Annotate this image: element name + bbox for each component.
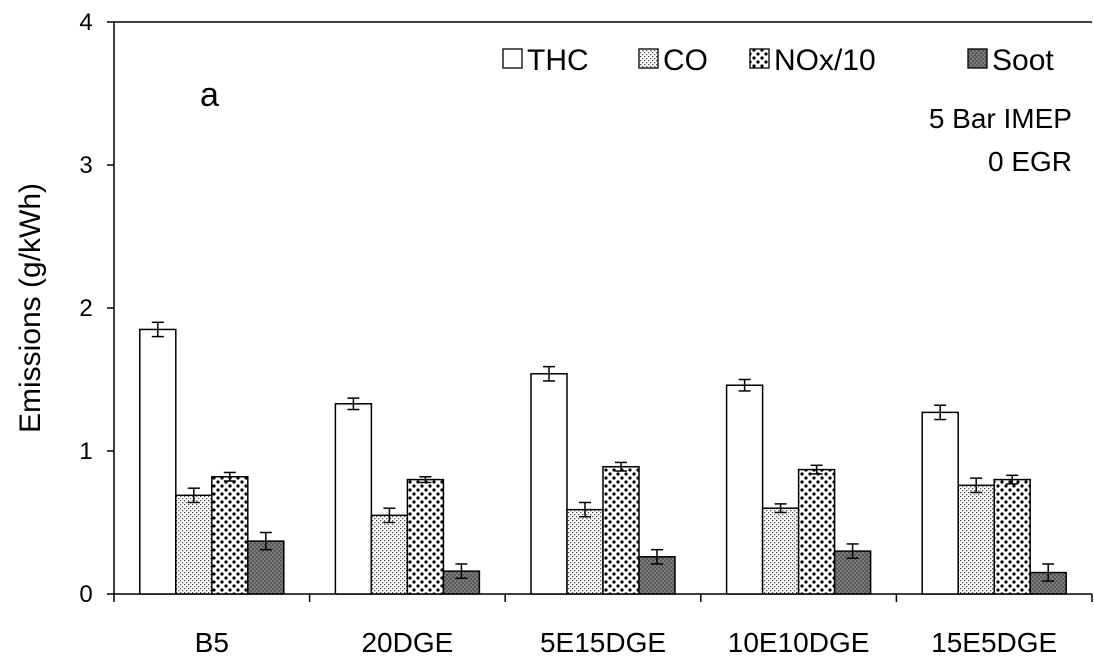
bar — [566, 508, 604, 595]
bar — [247, 540, 285, 595]
bar — [175, 494, 213, 595]
legend-label: THC — [527, 44, 589, 77]
y-axis: 0 1 2 3 4 — [79, 9, 115, 608]
bar — [993, 478, 1031, 595]
bar — [530, 373, 568, 595]
legend-swatch — [967, 48, 988, 69]
annotation-egr: 0 EGR — [988, 146, 1072, 177]
x-category-label: 20DGE — [361, 627, 453, 658]
x-axis: B5 20DGE 5E15DGE 10E10DGE 15E5DGE — [113, 593, 1093, 658]
legend-swatch — [638, 48, 659, 69]
bar — [761, 507, 800, 595]
x-category-label: B5 — [195, 627, 229, 658]
x-category-label: 15E5DGE — [931, 627, 1057, 658]
legend-label: Soot — [992, 44, 1054, 77]
legend-swatch — [502, 48, 523, 69]
legend: THC CO NOx/10 Soot — [502, 44, 1054, 77]
bar — [957, 484, 995, 595]
bar — [334, 403, 373, 595]
bar — [638, 556, 676, 595]
y-tick-label: 4 — [79, 9, 92, 36]
legend-label: CO — [663, 44, 708, 77]
bars — [139, 328, 1067, 595]
y-tick-label: 3 — [79, 152, 92, 179]
legend-swatch — [749, 48, 770, 69]
error-bars — [151, 321, 1055, 582]
bar — [139, 328, 177, 595]
bar — [370, 514, 409, 595]
bar — [921, 411, 959, 595]
y-tick-label: 2 — [79, 295, 92, 322]
annotation-load: 5 Bar IMEP — [929, 103, 1072, 134]
x-category-label: 5E15DGE — [540, 627, 666, 658]
bar — [602, 465, 640, 595]
panel-label: a — [200, 76, 219, 114]
x-category-label: 10E10DGE — [728, 627, 870, 658]
bar — [797, 468, 836, 595]
bar — [406, 478, 445, 595]
bar — [211, 475, 249, 595]
y-axis-title: Emissions (g/kWh) — [14, 183, 47, 433]
y-tick-label: 1 — [79, 438, 92, 465]
y-tick-label: 0 — [79, 581, 92, 608]
bar — [725, 384, 764, 595]
legend-label: NOx/10 — [774, 44, 876, 77]
